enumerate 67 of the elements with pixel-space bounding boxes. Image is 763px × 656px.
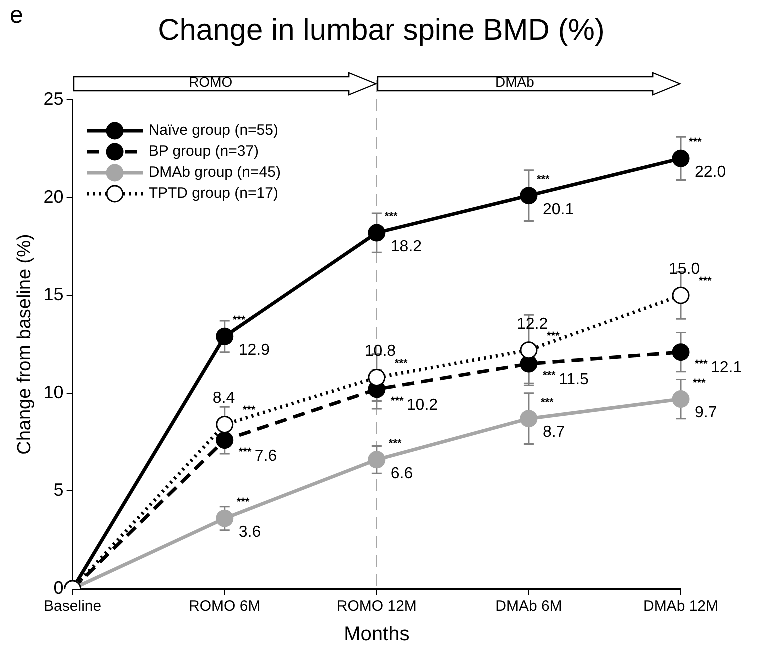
point bbox=[216, 416, 234, 434]
data-label: 12.9 bbox=[238, 342, 270, 360]
data-label: 15.0 bbox=[669, 261, 700, 278]
annotation: *** bbox=[390, 396, 404, 408]
annotation: *** bbox=[540, 396, 555, 409]
x-axis-title: Months bbox=[344, 624, 410, 646]
data-label: 10.8 bbox=[364, 343, 396, 360]
annotation: *** bbox=[384, 211, 398, 224]
legend-label: BP group (n=37) bbox=[148, 142, 260, 162]
data-label: 9.7 bbox=[695, 404, 718, 422]
point bbox=[672, 150, 690, 168]
point bbox=[672, 286, 690, 304]
data-label: 8.4 bbox=[212, 390, 236, 408]
data-label: 12.2 bbox=[516, 316, 548, 333]
y-tick-label: 15 bbox=[44, 284, 64, 305]
annotation: *** bbox=[394, 358, 408, 370]
annotation: *** bbox=[238, 446, 252, 458]
annotation: *** bbox=[236, 496, 250, 509]
point bbox=[368, 369, 386, 386]
annotation: *** bbox=[542, 370, 557, 382]
annotation: *** bbox=[695, 358, 709, 370]
data-label: 3.6 bbox=[238, 524, 262, 541]
text: e bbox=[10, 2, 24, 30]
y-tick-label: 0 bbox=[54, 578, 64, 598]
point bbox=[216, 432, 234, 450]
point bbox=[520, 342, 538, 360]
text: ROMO bbox=[188, 74, 234, 90]
annotation: *** bbox=[232, 314, 246, 327]
point bbox=[520, 410, 538, 428]
chart-title: Change in lumbar spine BMD (%) bbox=[158, 14, 605, 47]
point bbox=[368, 451, 386, 469]
legend-label: DMAb group (n=45) bbox=[148, 163, 281, 183]
point bbox=[672, 390, 690, 408]
x-tick-label: DMAb 6M bbox=[496, 598, 562, 616]
y-axis-title: Change from baseline (%) bbox=[14, 234, 36, 455]
data-label: 18.2 bbox=[390, 238, 422, 256]
point bbox=[672, 344, 690, 362]
data-label: 10.2 bbox=[406, 396, 438, 414]
data-label: 11.5 bbox=[558, 371, 590, 388]
annotation: *** bbox=[242, 404, 256, 417]
x-tick-label: ROMO 12M bbox=[336, 598, 417, 616]
annotation: *** bbox=[536, 174, 551, 186]
data-label: 20.1 bbox=[542, 201, 574, 218]
data-label: 7.6 bbox=[254, 448, 278, 465]
point bbox=[520, 187, 538, 205]
legend-label: TPTD group (n=17) bbox=[148, 184, 278, 204]
data-label: 8.7 bbox=[542, 424, 566, 442]
data-label: 22.0 bbox=[695, 164, 726, 182]
annotation: *** bbox=[689, 136, 703, 149]
legend-label: Naïve group (n=55) bbox=[148, 121, 278, 141]
y-tick-label: 5 bbox=[54, 480, 64, 500]
data-label: 6.6 bbox=[390, 465, 414, 482]
y-tick-label: 10 bbox=[44, 382, 64, 402]
x-tick-label: DMAb 12M bbox=[643, 598, 719, 616]
point bbox=[216, 328, 234, 346]
data-label: 12.1 bbox=[711, 360, 742, 377]
point bbox=[368, 224, 386, 242]
y-tick-label: 25 bbox=[44, 88, 64, 109]
text: DMAb bbox=[494, 74, 536, 90]
y-tick-label: 20 bbox=[44, 186, 64, 207]
annotation: *** bbox=[699, 276, 713, 288]
x-tick-label: ROMO 6M bbox=[189, 598, 261, 616]
annotation: *** bbox=[388, 438, 402, 450]
point bbox=[216, 510, 234, 528]
x-tick-label: Baseline bbox=[44, 598, 102, 616]
annotation: *** bbox=[546, 330, 561, 342]
annotation: *** bbox=[693, 377, 707, 390]
